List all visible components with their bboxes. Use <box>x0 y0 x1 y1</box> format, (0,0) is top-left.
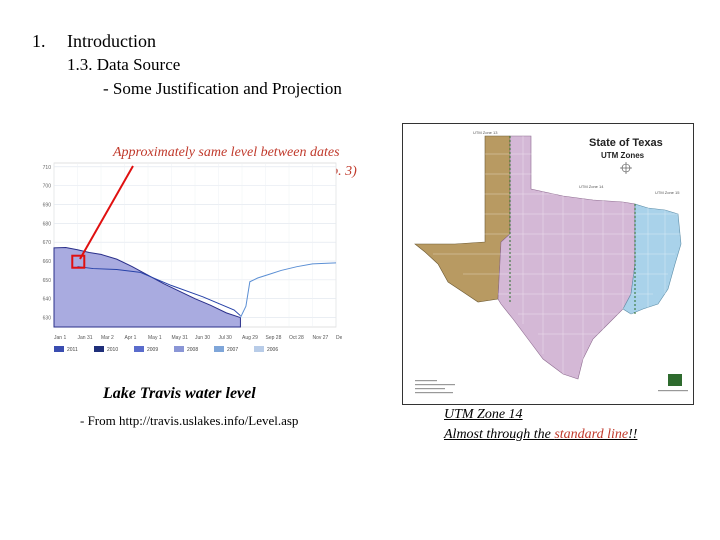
map-fine-print <box>415 380 688 394</box>
heading-subtitle: 1.3. Data Source <box>67 55 181 74</box>
heading-title: Introduction <box>67 31 156 51</box>
chart-caption: Lake Travis water level <box>103 385 256 402</box>
chart-source: - From http://travis.uslakes.info/Level.… <box>80 413 299 428</box>
zone-15-region <box>622 203 682 315</box>
chart-legend: 2011 2010 2009 2008 2007 2006 <box>54 346 278 353</box>
chart-x-tick-label: Jan 31 <box>78 335 93 341</box>
chart-y-tick-label: 630 <box>43 316 52 322</box>
chart-legend-label: 2008 <box>187 347 198 353</box>
lake-level-chart: 710 700 690 680 670 660 650 640 630 Jan 1 Jan 31 M… <box>43 162 342 353</box>
annotation-line-1: Approximately same level between dates <box>113 145 340 160</box>
chart-legend-swatch <box>54 346 64 352</box>
chart-x-tick-label: Oct 28 <box>289 335 304 341</box>
chart-x-tick-label: Jan 1 <box>54 335 66 341</box>
chart-legend-label: 2006 <box>267 347 278 353</box>
heading-subsubtitle: - Some Justification and Projection <box>103 79 342 98</box>
utm-zone-text: UTM Zone 14 <box>444 407 523 422</box>
chart-y-tick-label: 690 <box>43 202 52 208</box>
chart-legend-label: 2009 <box>147 347 158 353</box>
chart-x-tick-label: Aug 29 <box>242 335 258 341</box>
map-zone-label-14: UTM Zone 14 <box>579 184 604 189</box>
utm-note: Almost through the standard line!! <box>444 427 638 442</box>
chart-series-line-3 <box>239 262 337 318</box>
chart-x-tick-label: Jun 30 <box>195 335 210 341</box>
chart-y-tick-label: 660 <box>43 259 52 265</box>
map-zone-label-13: UTM Zone 13 <box>473 130 498 135</box>
map-zone-label-15: UTM Zone 15 <box>655 190 680 195</box>
chart-x-tick-label: Mar 2 <box>101 335 114 341</box>
chart-x-tick-label: Apr 1 <box>125 335 137 341</box>
heading-number: 1. <box>32 31 46 51</box>
chart-legend-swatch <box>174 346 184 352</box>
highlight-marker <box>71 254 86 269</box>
standard-line-highlight: standard line <box>554 427 629 442</box>
chart-y-ticks: 710 700 690 680 670 660 650 640 630 <box>43 165 52 322</box>
map-title-line-2: UTM Zones <box>601 151 645 160</box>
chart-y-tick-label: 710 <box>43 165 52 171</box>
chart-x-tick-label: Sep 28 <box>266 335 282 341</box>
agency-logo-icon <box>668 374 682 386</box>
chart-y-tick-label: 700 <box>43 184 52 190</box>
compass-icon <box>620 162 632 174</box>
chart-y-tick-label: 670 <box>43 240 52 246</box>
chart-x-tick-label: Dec 27 <box>336 335 342 341</box>
chart-area <box>53 246 337 328</box>
texas-utm-map: State of Texas UTM Zones UTM Zone 13 UTM… <box>402 123 694 405</box>
chart-x-tick-label: May 31 <box>172 335 189 341</box>
chart-x-tick-label: May 1 <box>148 335 162 341</box>
chart-x-tick-label: Jul 30 <box>219 335 233 341</box>
chart-legend-swatch <box>134 346 144 352</box>
chart-y-tick-label: 680 <box>43 221 52 227</box>
chart-legend-label: 2011 <box>67 347 78 353</box>
chart-legend-swatch <box>254 346 264 352</box>
chart-y-tick-label: 640 <box>43 297 52 303</box>
chart-legend-label: 2007 <box>227 347 238 353</box>
chart-legend-label: 2010 <box>107 347 118 353</box>
chart-x-ticks: Jan 1 Jan 31 Mar 2 Apr 1 May 1 May 31 Jun 30 Ju… <box>54 335 342 341</box>
chart-x-tick-label: Nov 27 <box>313 335 329 341</box>
chart-legend-swatch <box>94 346 104 352</box>
chart-y-tick-label: 650 <box>43 278 52 284</box>
map-title-line-1: State of Texas <box>589 137 663 149</box>
chart-legend-swatch <box>214 346 224 352</box>
chart-series-line-2 <box>77 266 241 317</box>
